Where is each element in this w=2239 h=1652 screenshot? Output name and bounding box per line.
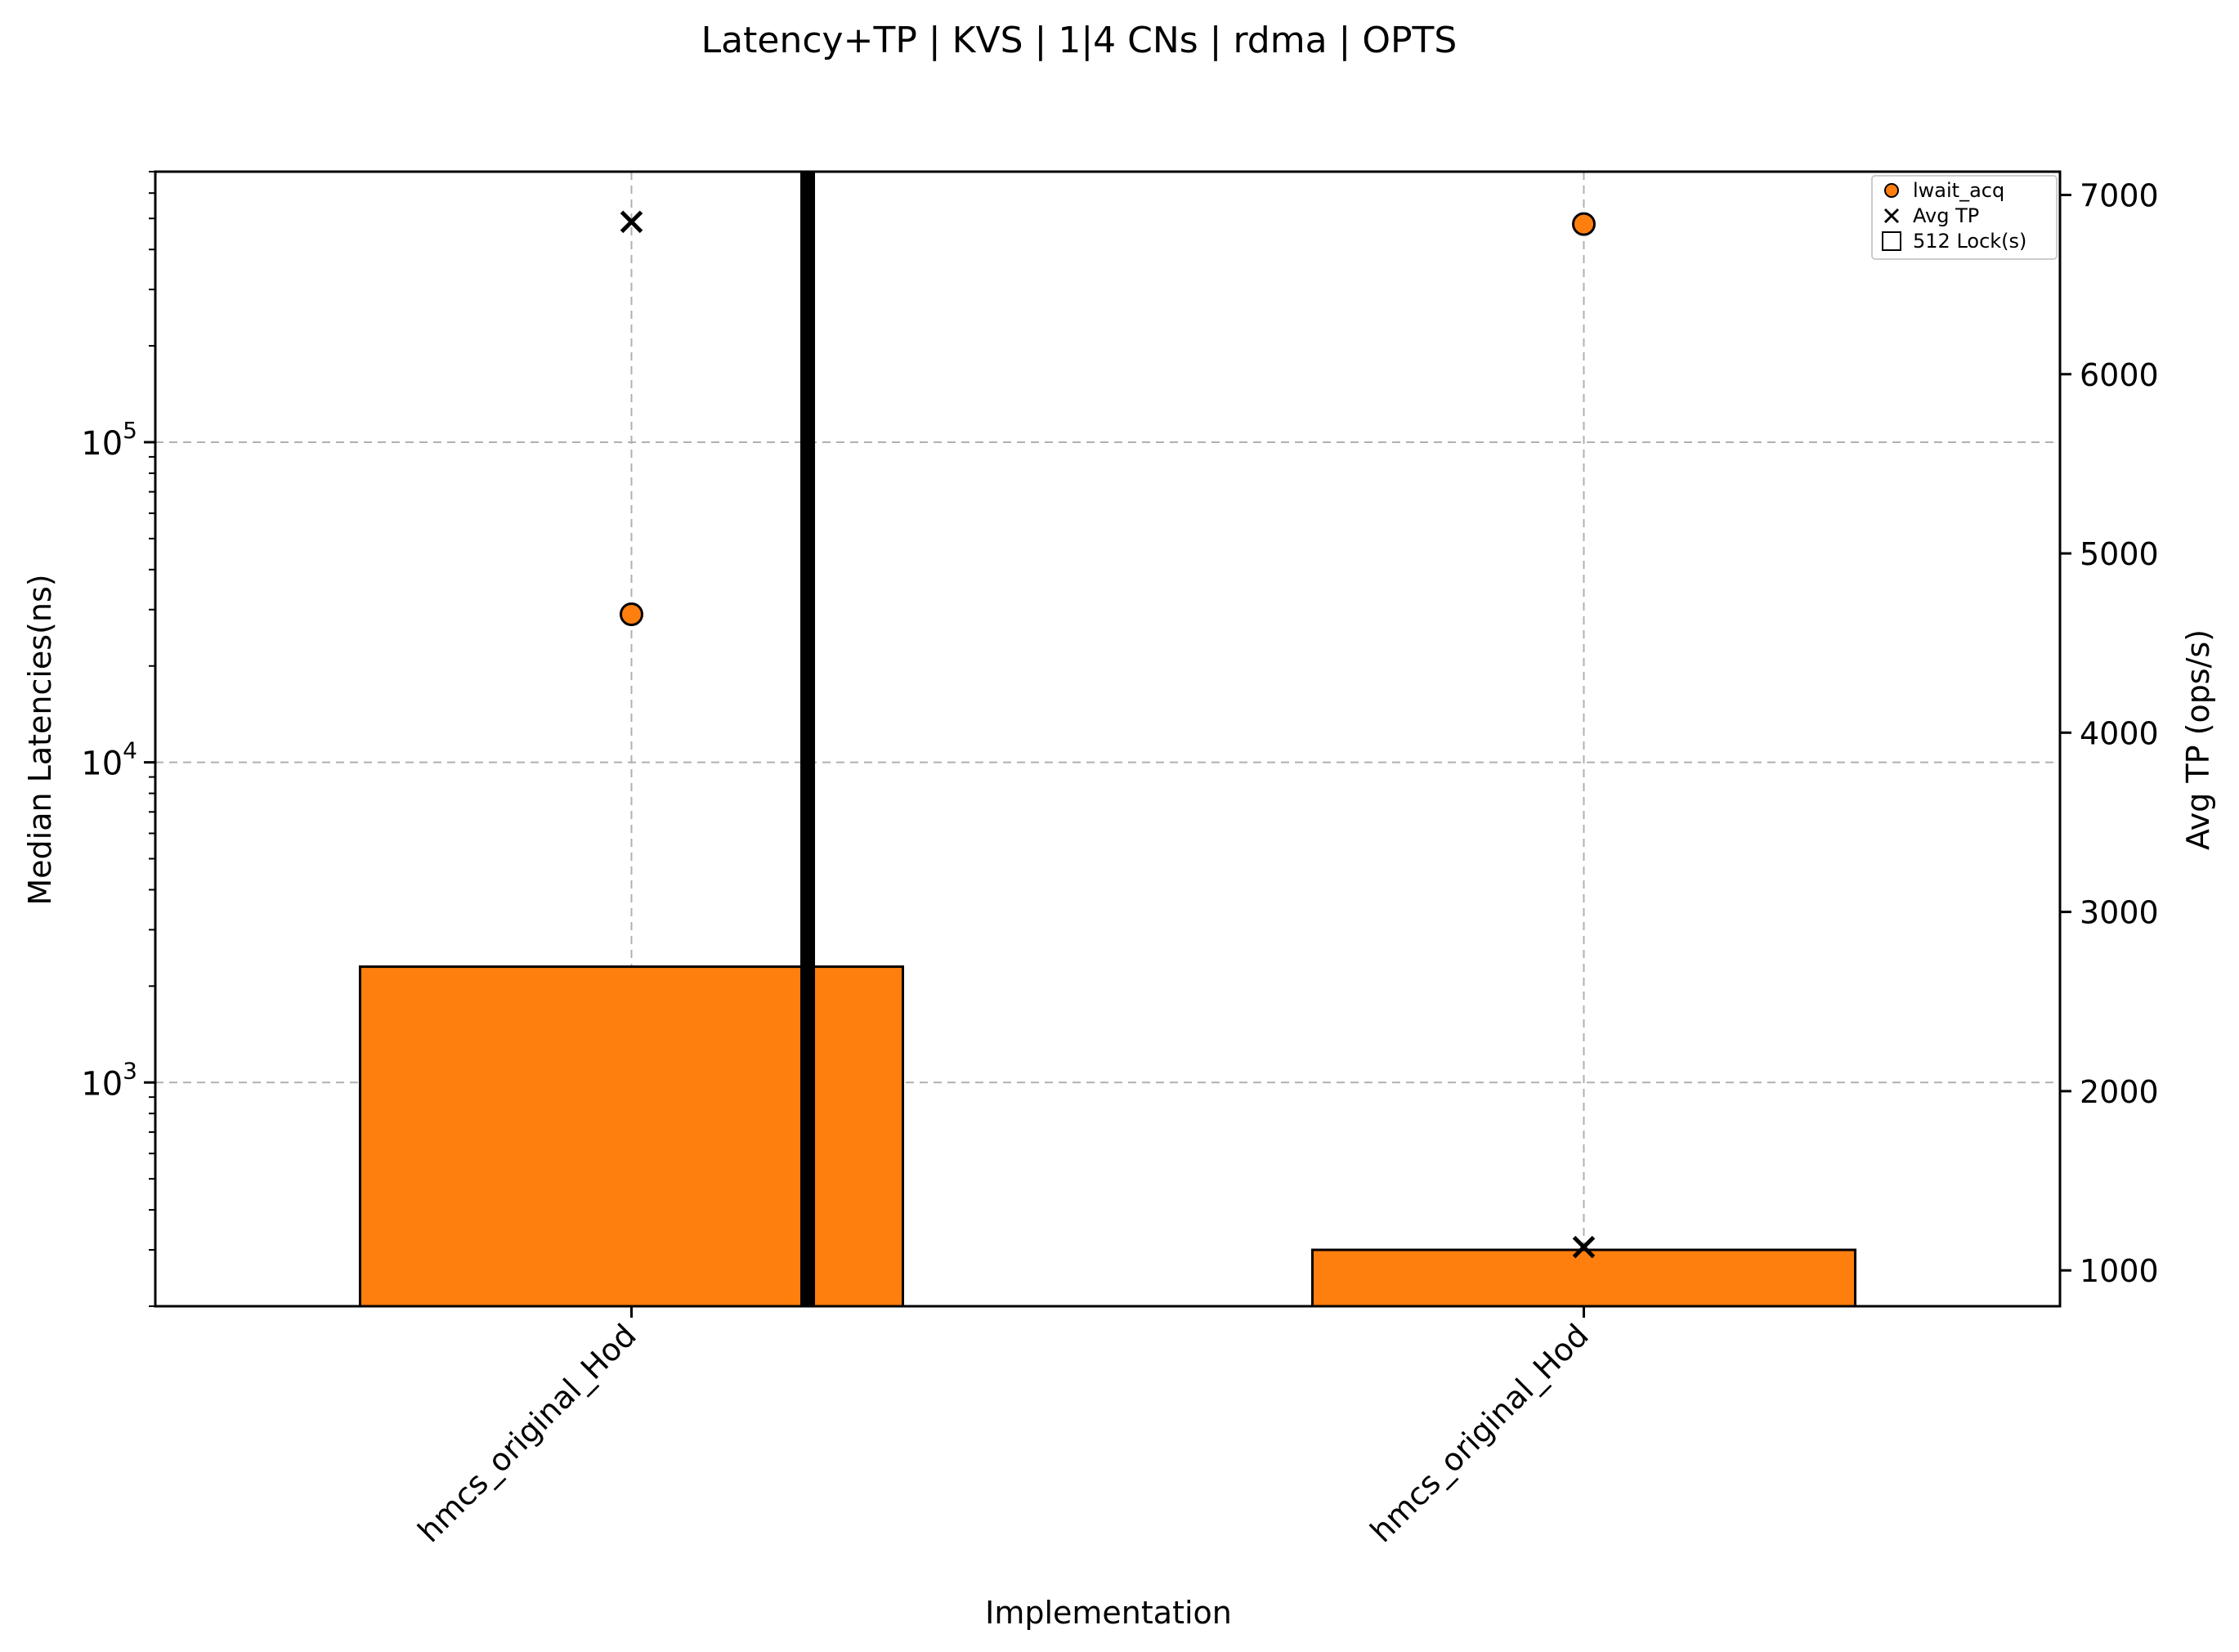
x-tick-label: hmcs_original_Hod: [411, 1317, 643, 1549]
y2-tick-label: 7000: [2080, 178, 2159, 214]
chart-title: Latency+TP | KVS | 1|4 CNs | rdma | OPTS: [701, 20, 1458, 61]
y2-tick-label: 1000: [2080, 1253, 2159, 1289]
legend-label: Avg TP: [1913, 204, 1979, 227]
x-axis-label: Implementation: [985, 1595, 1232, 1631]
y2-tick-label: 2000: [2080, 1074, 2159, 1110]
y2-tick-label: 6000: [2080, 357, 2159, 393]
y2-tick-label: 4000: [2080, 715, 2159, 751]
point-lwait-acq: [620, 602, 643, 627]
y-axis-right: 1000 2000 3000 4000 5000 6000 7000: [2060, 178, 2159, 1289]
y2-axis-label: Avg TP (ops/s): [2180, 629, 2216, 850]
point-avg-tp: [1572, 1235, 1596, 1259]
point-avg-tp: [620, 210, 643, 234]
point-lwait-acq: [1572, 212, 1596, 236]
legend-square-icon: [1882, 231, 1901, 251]
markers: [620, 210, 1596, 1259]
legend-label: 512 Lock(s): [1913, 230, 2026, 253]
y2-tick-label: 3000: [2080, 895, 2159, 931]
bars: [358, 965, 1857, 1308]
y-tick-label: 103: [81, 1057, 137, 1103]
x-tick-label: hmcs_original_Hod: [1364, 1317, 1596, 1549]
legend-circle-icon: [1884, 183, 1899, 198]
group-separator: [800, 172, 816, 1306]
y-tick-label: 104: [81, 737, 137, 783]
legend-x-icon: [1883, 208, 1900, 224]
y-tick-label: 105: [81, 417, 137, 463]
plot-area: [154, 170, 2062, 1308]
legend-box: [1871, 175, 2058, 260]
bar: [358, 965, 905, 1308]
legend-label: lwait_acq: [1913, 179, 2004, 202]
x-axis: hmcs_original_Hod hmcs_original_Hod: [411, 1306, 1596, 1549]
plot-frame: [154, 170, 2062, 1308]
y2-tick-label: 5000: [2080, 536, 2159, 572]
y-axis-label: Median Latencies(ns): [22, 574, 58, 905]
bar: [1310, 1248, 1857, 1308]
y-axis-left: 103 104 105: [81, 171, 155, 1307]
